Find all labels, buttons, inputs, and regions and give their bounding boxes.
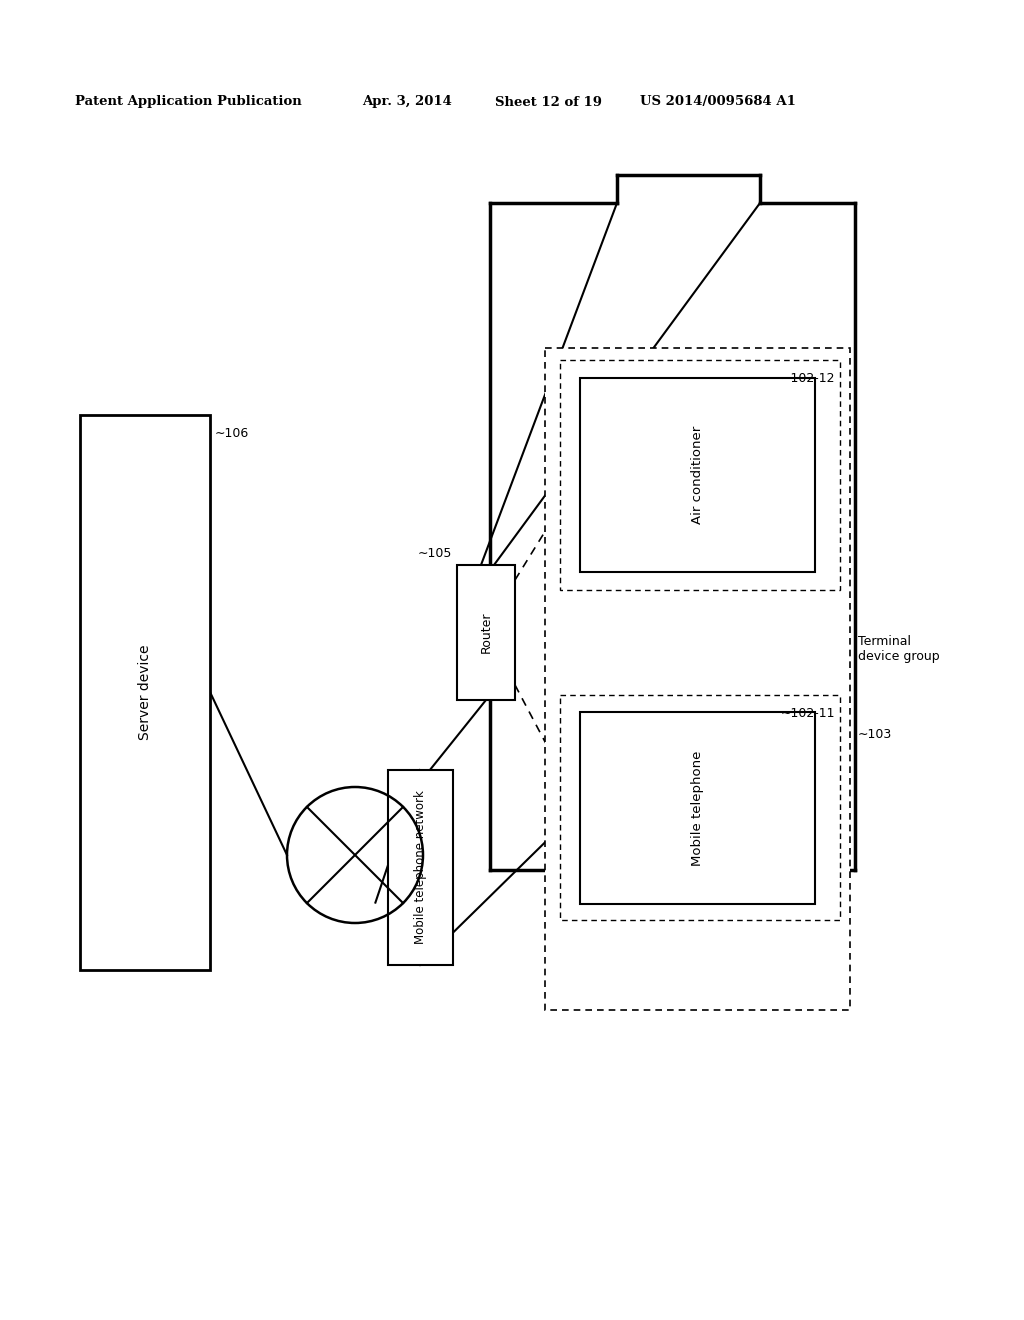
Bar [388, 770, 453, 965]
Text: Sheet 12 of 19: Sheet 12 of 19 [495, 95, 602, 108]
Bar [457, 565, 515, 700]
Text: Mobile telephone network: Mobile telephone network [414, 791, 427, 944]
Text: Router: Router [479, 611, 493, 653]
Text: ∼106: ∼106 [215, 426, 249, 440]
Bar [80, 414, 210, 970]
Bar [545, 348, 850, 1010]
Text: Terminal
device group: Terminal device group [858, 635, 940, 663]
Text: US 2014/0095684 A1: US 2014/0095684 A1 [640, 95, 796, 108]
Text: ∼103: ∼103 [858, 727, 892, 741]
Text: FIG.12: FIG.12 [88, 875, 159, 895]
Text: ∼102-11: ∼102-11 [780, 708, 835, 719]
Text: ∼105: ∼105 [418, 546, 452, 560]
Text: Apr. 3, 2014: Apr. 3, 2014 [362, 95, 452, 108]
Text: ∼102-12: ∼102-12 [780, 372, 835, 385]
Text: Server device: Server device [138, 644, 152, 741]
Bar [580, 711, 815, 904]
Text: Patent Application Publication: Patent Application Publication [75, 95, 302, 108]
Text: Air conditioner: Air conditioner [691, 426, 705, 524]
Bar [580, 378, 815, 572]
Bar [560, 360, 840, 590]
Bar [560, 696, 840, 920]
Text: Mobile telephone: Mobile telephone [691, 750, 705, 866]
